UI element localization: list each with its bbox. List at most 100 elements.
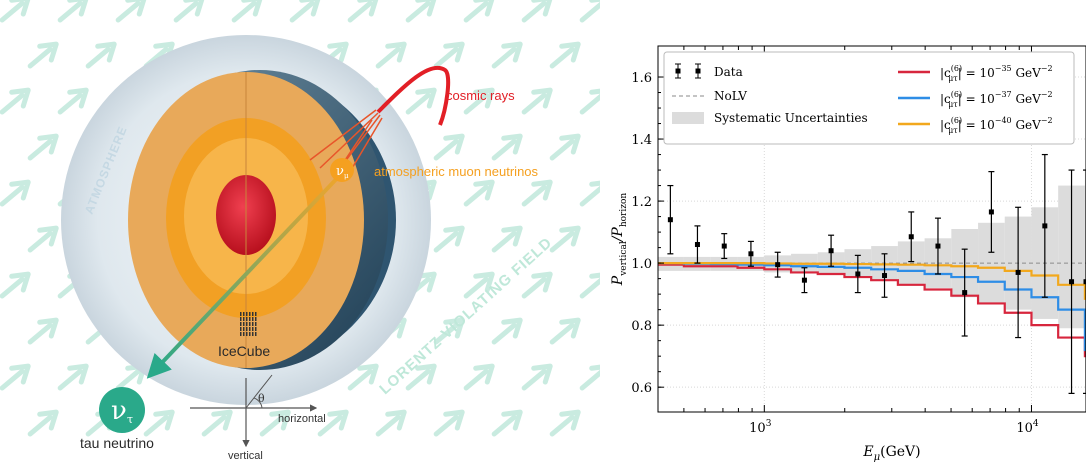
field-arrow (0, 179, 31, 207)
x-tick-label: 104 (1016, 419, 1039, 436)
field-arrow (115, 0, 147, 23)
icecube-string (243, 322, 245, 326)
icecube-string (246, 312, 248, 316)
icecube-string (249, 317, 251, 321)
field-arrow (405, 363, 437, 391)
field-arrow (491, 133, 523, 161)
legend-data-marker (675, 63, 701, 79)
field-arrow (521, 271, 553, 299)
lv-series-line (658, 262, 1086, 300)
field-arrow (375, 41, 407, 69)
field-arrow (549, 225, 581, 253)
data-point (908, 211, 915, 263)
atm-muon-neutrinos-label: atmospheric muon neutrinos (374, 164, 539, 179)
icecube-detector-icon (240, 312, 257, 336)
field-arrow (521, 87, 553, 115)
earth-illustration: cosmic rays ν μ atmospheric muon neutrin… (0, 0, 600, 462)
icecube-string (240, 312, 242, 316)
field-arrow (579, 271, 600, 299)
icecube-string (240, 322, 242, 326)
icecube-label: IceCube (218, 343, 270, 359)
icecube-string (249, 332, 251, 336)
field-arrow (463, 271, 495, 299)
field-arrow (433, 409, 465, 437)
legend-systematic-label: Systematic Uncertainties (714, 111, 868, 125)
field-arrow (201, 409, 233, 437)
data-point (774, 251, 781, 278)
field-arrow (289, 0, 321, 23)
field-arrow (549, 133, 581, 161)
field-arrow (433, 41, 465, 69)
y-tick-label: 0.6 (631, 381, 652, 396)
field-arrow (0, 363, 31, 391)
icecube-string (252, 327, 254, 331)
field-arrow (0, 87, 31, 115)
field-arrow (347, 363, 379, 391)
field-arrow (27, 225, 59, 253)
data-point (854, 254, 861, 294)
data-point (801, 267, 808, 294)
icecube-string (246, 332, 248, 336)
field-arrow (57, 87, 89, 115)
field-arrow (579, 363, 600, 391)
ratio-chart: 0.6 0.8 1.0 1.2 1.4 1.6 103 104 Eμ(GeV) Pvertica… (610, 45, 1086, 463)
data-point (694, 225, 701, 264)
legend-nolv-label: NoLV (714, 89, 747, 103)
field-arrow (405, 0, 437, 23)
y-tick-label: 0.8 (631, 319, 652, 334)
tau-neutrino-label: tau neutrino (80, 435, 154, 451)
data-point (721, 233, 728, 260)
legend-data-label: Data (714, 65, 743, 79)
field-arrow (521, 363, 553, 391)
data-point (881, 253, 888, 298)
field-arrow (173, 0, 205, 23)
icecube-string (243, 317, 245, 321)
nu-mu-sub: μ (344, 172, 349, 180)
data-point (1015, 206, 1022, 339)
x-axis-label: Eμ(GeV) (862, 444, 920, 463)
field-arrow (433, 225, 465, 253)
data-point (1083, 169, 1086, 394)
icecube-string (246, 317, 248, 321)
field-arrow (549, 409, 581, 437)
field-arrow (317, 409, 349, 437)
icecube-string (240, 332, 242, 336)
cosmic-ray-track (376, 65, 451, 126)
icecube-string (252, 322, 254, 326)
field-arrow (85, 41, 117, 69)
field-arrow (549, 317, 581, 345)
field-arrow (27, 317, 59, 345)
field-arrow (491, 409, 523, 437)
icecube-string (255, 332, 257, 336)
icecube-string (249, 322, 251, 326)
field-arrow (433, 133, 465, 161)
data-point (988, 171, 995, 253)
nu-tau-sub: τ (127, 413, 133, 426)
field-arrow (463, 87, 495, 115)
legend-box (663, 51, 1075, 145)
lv-series-line (658, 263, 1086, 358)
field-arrow (405, 87, 437, 115)
icecube-string (249, 327, 251, 331)
data-point (961, 248, 968, 337)
data-point (828, 234, 835, 267)
icecube-string (255, 322, 257, 326)
y-tick-label: 1.2 (631, 195, 652, 210)
legend-systematic-swatch (672, 112, 704, 124)
icecube-string (255, 327, 257, 331)
icecube-string (252, 332, 254, 336)
field-arrow (463, 0, 495, 23)
muon-neutrino-badge: ν μ (330, 158, 354, 182)
vertical-label: vertical (228, 450, 263, 462)
nu-tau-symbol: ν (111, 396, 127, 426)
field-arrow (259, 409, 291, 437)
icecube-string (240, 317, 242, 321)
y-axis-label: Pvertical/Phorizon (610, 193, 629, 287)
field-arrow (463, 179, 495, 207)
field-arrow (579, 0, 600, 23)
plot-frame (657, 45, 1086, 413)
icecube-string (249, 312, 251, 316)
field-arrow (491, 317, 523, 345)
icecube-string (243, 312, 245, 316)
